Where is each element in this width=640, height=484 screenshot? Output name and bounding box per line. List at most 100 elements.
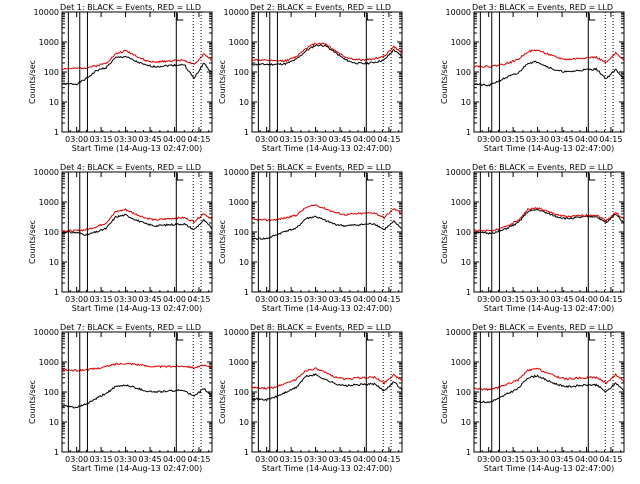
x-tick-label: 03:00 [65, 135, 88, 144]
y-tick-label: 1000 [451, 358, 471, 367]
y-axis-label: Counts/sec [440, 380, 449, 424]
x-tick-label: 04:00 [163, 135, 186, 144]
series-line-events [61, 55, 213, 86]
x-axis-label: Start Time (14-Aug-13 02:47:00) [72, 144, 203, 153]
series-line-lld [251, 367, 403, 391]
y-tick-label: 10000 [446, 168, 471, 177]
x-tick-label: 04:00 [575, 295, 598, 304]
y-tick-label: 1000 [229, 358, 249, 367]
x-axis-label: Start Time (14-Aug-13 02:47:00) [484, 144, 615, 153]
bracket-mark [588, 173, 596, 181]
y-tick-label: 10000 [34, 168, 59, 177]
x-tick-label: 03:15 [280, 455, 303, 464]
x-tick-label: 03:15 [502, 455, 525, 464]
x-tick-label: 04:00 [575, 135, 598, 144]
x-tick-label: 03:30 [114, 455, 137, 464]
y-tick-label: 10 [461, 98, 471, 107]
x-tick-label: 04:00 [353, 135, 376, 144]
y-tick-label: 1000 [229, 198, 249, 207]
y-tick-label: 1000 [451, 38, 471, 47]
bracket-mark [176, 173, 184, 181]
y-tick-label: 100 [456, 388, 471, 397]
x-tick-label: 03:45 [551, 455, 574, 464]
chart-panel-det-4: Det 4: BLACK = Events, RED = LLD 1 10 100 10… [28, 163, 213, 313]
x-tick-label: 04:15 [187, 455, 210, 464]
x-tick-label: 04:00 [575, 455, 598, 464]
series-line-lld [473, 49, 624, 68]
x-tick-label: 03:00 [477, 135, 500, 144]
y-tick-label: 100 [234, 68, 249, 77]
y-tick-label: 1000 [39, 198, 59, 207]
x-tick-label: 03:45 [139, 135, 162, 144]
y-tick-label: 1 [54, 288, 59, 297]
y-axis-label: Counts/sec [440, 60, 449, 104]
y-tick-label: 100 [44, 68, 59, 77]
x-tick-label: 03:00 [255, 295, 278, 304]
bracket-mark [588, 13, 596, 21]
x-tick-label: 04:00 [353, 295, 376, 304]
y-tick-label: 100 [456, 68, 471, 77]
y-tick-label: 10 [239, 258, 249, 267]
bracket-mark [366, 173, 374, 181]
y-tick-label: 100 [234, 228, 249, 237]
chart-panel-det-9: Det 9: BLACK = Events, RED = LLD 1 10 100 10… [440, 323, 625, 473]
chart-title: Det 8: BLACK = Events, RED = LLD [250, 323, 391, 332]
series-line-events [61, 213, 213, 237]
x-tick-label: 03:15 [502, 295, 525, 304]
x-tick-label: 03:00 [65, 455, 88, 464]
series-line-events [473, 374, 625, 404]
x-tick-label: 04:15 [377, 135, 400, 144]
y-tick-label: 1 [244, 128, 249, 137]
y-tick-label: 10 [461, 258, 471, 267]
plot-frame [473, 331, 625, 453]
x-axis-label: Start Time (14-Aug-13 02:47:00) [484, 304, 615, 313]
y-tick-label: 10000 [224, 328, 249, 337]
y-tick-label: 100 [456, 228, 471, 237]
x-tick-label: 03:15 [280, 135, 303, 144]
x-tick-label: 03:15 [90, 135, 113, 144]
chart-title: Det 7: BLACK = Events, RED = LLD [60, 323, 201, 332]
x-tick-label: 04:15 [599, 295, 622, 304]
y-tick-label: 10000 [446, 328, 471, 337]
x-axis-label: Start Time (14-Aug-13 02:47:00) [262, 144, 393, 153]
chart-title: Det 4: BLACK = Events, RED = LLD [60, 163, 201, 172]
y-tick-label: 1 [244, 288, 249, 297]
y-tick-label: 10 [49, 418, 59, 427]
x-tick-label: 04:00 [163, 455, 186, 464]
y-tick-label: 1 [54, 128, 59, 137]
chart-panel-det-7: Det 7: BLACK = Events, RED = LLD 1 10 100 10… [28, 323, 213, 473]
y-tick-label: 10000 [34, 8, 59, 17]
x-axis-label: Start Time (14-Aug-13 02:47:00) [72, 464, 203, 473]
y-axis-label: Counts/sec [28, 380, 37, 424]
chart-title: Det 1: BLACK = Events, RED = LLD [60, 3, 201, 12]
chart-panel-det-2: Det 2: BLACK = Events, RED = LLD 1 10 100 10… [218, 3, 403, 153]
y-tick-label: 1 [54, 448, 59, 457]
x-tick-label: 03:00 [477, 455, 500, 464]
x-tick-label: 03:30 [526, 455, 549, 464]
y-tick-label: 10 [461, 418, 471, 427]
x-tick-label: 03:45 [551, 295, 574, 304]
x-tick-label: 03:45 [329, 455, 352, 464]
chart-panel-det-5: Det 5: BLACK = Events, RED = LLD 1 10 100 10… [218, 163, 403, 313]
x-tick-label: 03:30 [526, 135, 549, 144]
chart-title: Det 9: BLACK = Events, RED = LLD [472, 323, 613, 332]
x-tick-label: 03:00 [65, 295, 88, 304]
x-tick-label: 03:00 [255, 135, 278, 144]
x-tick-label: 04:15 [187, 135, 210, 144]
y-tick-label: 10000 [224, 8, 249, 17]
y-tick-label: 1000 [451, 198, 471, 207]
bracket-mark [588, 333, 596, 341]
bracket-mark [176, 333, 184, 341]
y-axis-label: Counts/sec [218, 220, 227, 264]
x-tick-label: 04:15 [599, 135, 622, 144]
chart-panel-det-1: Det 1: BLACK = Events, RED = LLD 1 10 100 10… [28, 3, 213, 153]
x-axis-label: Start Time (14-Aug-13 02:47:00) [262, 464, 393, 473]
chart-panel-det-8: Det 8: BLACK = Events, RED = LLD 1 10 100 10… [218, 323, 403, 473]
x-tick-label: 03:30 [304, 455, 327, 464]
y-tick-label: 1000 [229, 38, 249, 47]
x-tick-label: 03:00 [477, 295, 500, 304]
x-tick-label: 03:30 [304, 295, 327, 304]
chart-panel-det-6: Det 6: BLACK = Events, RED = LLD 1 10 100 10… [440, 163, 625, 313]
